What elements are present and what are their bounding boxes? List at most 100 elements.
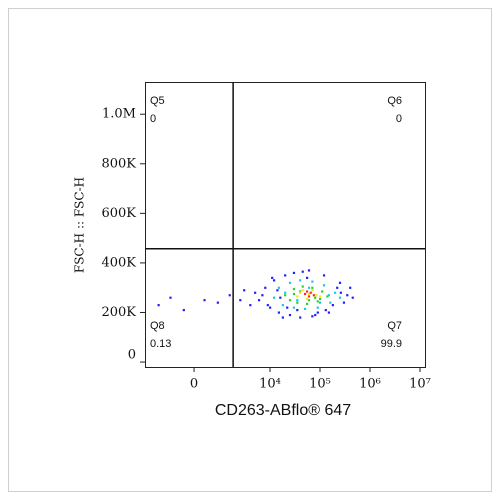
event-dot [299, 316, 302, 319]
event-dot [288, 313, 292, 317]
quadrant-value: 0.13 [150, 338, 171, 350]
y-tick-label: 1.0M [102, 107, 136, 122]
event-dot [316, 300, 319, 303]
y-axis-label: FSC-H :: FSC-H [73, 177, 87, 273]
event-dot [318, 301, 322, 304]
event-dot [316, 306, 319, 309]
event-dot [277, 311, 281, 314]
quadrant-name: Q7 [387, 320, 402, 332]
event-dot [311, 289, 314, 292]
event-dot [307, 269, 311, 272]
x-tick-label: 10⁷ [409, 377, 431, 392]
x-tick-label: 10⁶ [359, 377, 381, 392]
event-dot [338, 281, 342, 284]
x-tick-label: 0 [190, 377, 198, 392]
event-dot [349, 286, 352, 289]
event-dot [284, 294, 287, 297]
event-dot [299, 290, 302, 293]
event-dot [288, 299, 292, 302]
event-dot [286, 306, 289, 309]
quadrant-name: Q6 [387, 95, 402, 107]
event-dot [314, 296, 317, 299]
y-tick-label: 400K [101, 255, 136, 270]
event-dot [322, 274, 326, 277]
quadrant-value: 0 [150, 113, 156, 125]
event-dot [342, 301, 346, 304]
event-dot [279, 296, 282, 299]
event-dot [292, 271, 296, 275]
event-dot [157, 304, 160, 307]
event-dot [303, 307, 307, 310]
event-dot [309, 291, 312, 294]
event-dot [203, 299, 206, 302]
event-dot [316, 311, 319, 314]
event-dot [339, 291, 342, 294]
quadrant-value: 0 [396, 113, 402, 125]
event-dot [239, 299, 242, 302]
event-dot [338, 296, 342, 299]
event-dot [306, 297, 309, 301]
event-dot [311, 315, 314, 318]
event-dot [318, 295, 322, 298]
event-dot [326, 295, 329, 298]
event-dot [284, 291, 287, 294]
event-dot [296, 295, 299, 298]
event-dot [284, 274, 287, 277]
event-dot [272, 296, 276, 299]
event-dot [303, 292, 307, 296]
event-dot [329, 301, 332, 304]
y-tick-label: 800K [101, 156, 136, 171]
event-dot [301, 289, 304, 292]
event-dot [336, 286, 339, 289]
event-dot [228, 294, 231, 297]
y-tick-label: 0 [128, 348, 136, 363]
y-tick-label: 200K [101, 305, 136, 320]
event-dot [306, 302, 309, 306]
event-dot [281, 304, 284, 307]
event-dot [322, 284, 326, 287]
event-dot [306, 276, 309, 279]
event-dot [324, 309, 327, 312]
event-dot [243, 289, 246, 292]
event-dot [315, 294, 318, 297]
event-dot [261, 294, 264, 297]
event-dot [272, 279, 276, 282]
event-dot [254, 291, 257, 294]
event-dot [299, 279, 302, 282]
quadrant-name: Q8 [150, 320, 165, 332]
event-dot [296, 301, 299, 304]
event-dot [307, 292, 311, 296]
event-dot [314, 313, 317, 317]
event-dot [266, 304, 269, 307]
event-dot [169, 296, 172, 299]
event-dot [327, 294, 330, 297]
event-dot [301, 285, 304, 288]
event-dot [264, 286, 267, 289]
event-dot [277, 286, 281, 289]
event-dot [292, 306, 296, 309]
event-dot [296, 309, 299, 312]
event-dot [292, 292, 296, 296]
event-dot [281, 316, 284, 319]
x-axis-label: CD263-ABflo® 647 [215, 402, 351, 419]
event-dot [334, 291, 337, 294]
y-tick-label: 600K [101, 206, 136, 221]
quadrant-name: Q5 [150, 95, 165, 107]
plot-frame [145, 82, 426, 368]
event-dot [346, 294, 349, 297]
event-dot [307, 286, 311, 289]
event-dot [307, 295, 311, 298]
event-dot [216, 301, 219, 304]
x-tick-label: 10⁵ [309, 377, 331, 392]
event-dot [311, 280, 314, 283]
event-dot [321, 290, 324, 293]
event-dot [271, 276, 274, 279]
event-dot [276, 289, 279, 292]
quadrant-value: 99.9 [381, 338, 402, 350]
event-dot [312, 294, 315, 297]
event-dot [311, 286, 314, 289]
event-dot [182, 309, 185, 312]
event-dot [306, 290, 309, 293]
event-dot [307, 299, 311, 302]
